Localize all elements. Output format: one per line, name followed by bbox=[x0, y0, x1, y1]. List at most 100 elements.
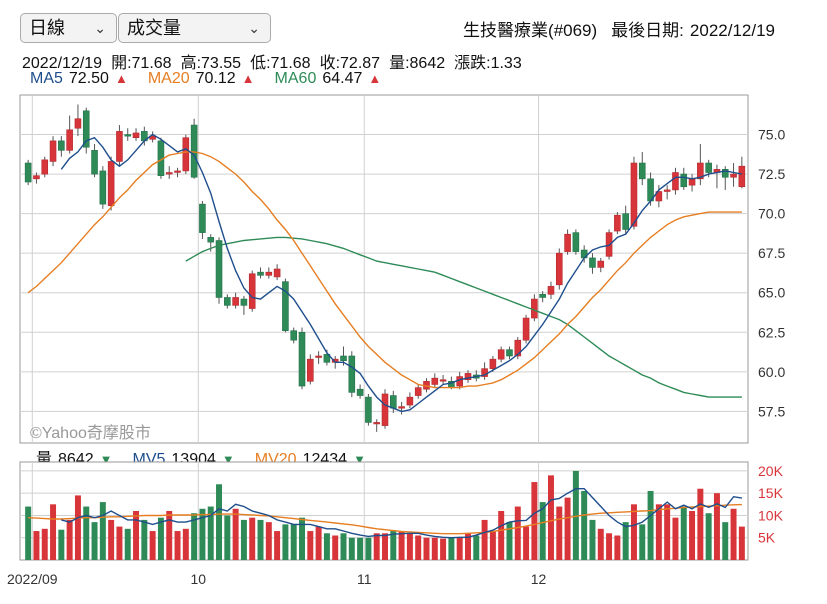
candle bbox=[257, 271, 264, 276]
volume-bar bbox=[116, 526, 123, 560]
volume-bar bbox=[672, 517, 679, 560]
candle bbox=[58, 140, 65, 151]
candle bbox=[390, 395, 397, 409]
volume-bar bbox=[191, 513, 198, 560]
candle bbox=[99, 170, 107, 205]
volume-bar bbox=[415, 535, 422, 560]
volume-bar bbox=[680, 506, 687, 560]
candle bbox=[705, 162, 712, 173]
ohlc-high: 高:73.55 bbox=[180, 55, 242, 72]
price-tick-label: 57.5 bbox=[758, 403, 785, 419]
candle bbox=[622, 213, 629, 230]
candle bbox=[721, 169, 729, 178]
volume-bar bbox=[58, 529, 65, 560]
volume-bar bbox=[166, 511, 173, 560]
candle bbox=[190, 124, 198, 178]
triangle-up-icon: ▲ bbox=[241, 71, 255, 86]
volume-bar bbox=[523, 526, 530, 560]
candle bbox=[572, 232, 580, 252]
volume-bar bbox=[689, 511, 696, 560]
ma-legend-label: MA5 bbox=[30, 70, 63, 87]
volume-bar bbox=[489, 531, 496, 560]
volume-bar bbox=[722, 522, 729, 560]
candle bbox=[232, 297, 239, 306]
volume-bar bbox=[465, 533, 471, 560]
volume-bar bbox=[531, 482, 538, 560]
volume-bar bbox=[157, 517, 164, 560]
volume-bar bbox=[141, 519, 148, 560]
volume-bar bbox=[124, 528, 131, 560]
candle bbox=[282, 281, 289, 331]
last-date: 2022/12/19 bbox=[689, 21, 775, 40]
volume-tick-label: 10K bbox=[758, 507, 784, 523]
ma60-line bbox=[185, 236, 742, 398]
candle bbox=[597, 260, 605, 268]
volume-bar bbox=[299, 517, 305, 560]
volume-bar bbox=[597, 528, 604, 560]
volume-bar bbox=[41, 528, 48, 560]
volume-bar bbox=[398, 531, 405, 560]
volume-bar bbox=[74, 495, 81, 560]
volume-bar bbox=[431, 537, 438, 560]
candle bbox=[323, 354, 331, 363]
volume-bar bbox=[456, 537, 463, 560]
volume-tick-label: 5K bbox=[758, 530, 776, 546]
candle bbox=[215, 240, 223, 298]
candle bbox=[663, 189, 671, 192]
triangle-up-icon: ▲ bbox=[368, 71, 382, 86]
candle bbox=[307, 358, 314, 382]
price-tick-label: 65.0 bbox=[758, 285, 785, 301]
ohlc-volume: 量:8642 bbox=[389, 55, 446, 72]
volume-bar bbox=[622, 522, 629, 560]
volume-bar bbox=[66, 519, 73, 560]
indicator-select[interactable]: 成交量 ⌄ bbox=[118, 13, 271, 43]
volume-bar bbox=[506, 522, 513, 560]
period-select[interactable]: 日線 ⌄ bbox=[20, 13, 117, 43]
indicator-select-value: 成交量 bbox=[127, 18, 181, 38]
volume-bar bbox=[108, 519, 115, 560]
candle bbox=[522, 317, 530, 341]
candle bbox=[414, 387, 422, 396]
x-tick-label: 12 bbox=[531, 571, 547, 587]
candle bbox=[116, 131, 123, 162]
volume-bar bbox=[174, 531, 181, 560]
price-plot-frame bbox=[19, 94, 749, 444]
candle bbox=[589, 257, 596, 268]
volume-bar bbox=[249, 517, 256, 560]
volume-bar bbox=[240, 519, 247, 560]
candle bbox=[298, 331, 306, 387]
volume-bar bbox=[556, 506, 563, 560]
volume-bar bbox=[473, 535, 480, 560]
last-date-label: 最後日期: bbox=[611, 21, 684, 40]
candle bbox=[165, 172, 173, 175]
chart-header: 生技醫療業(#069) 最後日期: 2022/12/19 bbox=[449, 16, 775, 41]
candle bbox=[464, 373, 472, 381]
volume-bar bbox=[514, 506, 521, 560]
volume-bar bbox=[448, 537, 455, 560]
volume-bar bbox=[390, 531, 397, 560]
candle bbox=[124, 134, 132, 137]
volume-bar bbox=[713, 493, 720, 560]
ohlc-readout: 2022/12/19 開:71.68 高:73.55 低:71.68 收:72.87 量:… bbox=[22, 49, 531, 73]
ohlc-change: 漲跌:1.33 bbox=[454, 55, 522, 72]
volume-bar bbox=[25, 506, 32, 560]
volume-bar bbox=[199, 508, 206, 560]
ma-legend-item-ma60: MA60 64.47 ▲ bbox=[275, 70, 382, 87]
candle bbox=[41, 159, 49, 175]
candle bbox=[506, 349, 513, 357]
candle bbox=[630, 162, 638, 227]
price-tick-label: 62.5 bbox=[758, 324, 785, 340]
candle bbox=[547, 286, 555, 295]
candle bbox=[66, 129, 73, 151]
ma-legend: MA5 72.50 ▲ MA20 70.12 ▲ MA60 64.47 ▲ bbox=[30, 70, 401, 88]
volume-bar bbox=[423, 537, 430, 560]
x-tick-label: 11 bbox=[357, 571, 372, 587]
volume-bar bbox=[547, 475, 554, 560]
volume-bar bbox=[265, 522, 272, 560]
volume-bar bbox=[738, 526, 745, 560]
ohlc-date: 2022/12/19 bbox=[22, 55, 103, 72]
volume-bar bbox=[481, 519, 488, 560]
volume-bar bbox=[91, 522, 98, 560]
volume-bar bbox=[697, 488, 704, 560]
candle bbox=[49, 140, 57, 162]
